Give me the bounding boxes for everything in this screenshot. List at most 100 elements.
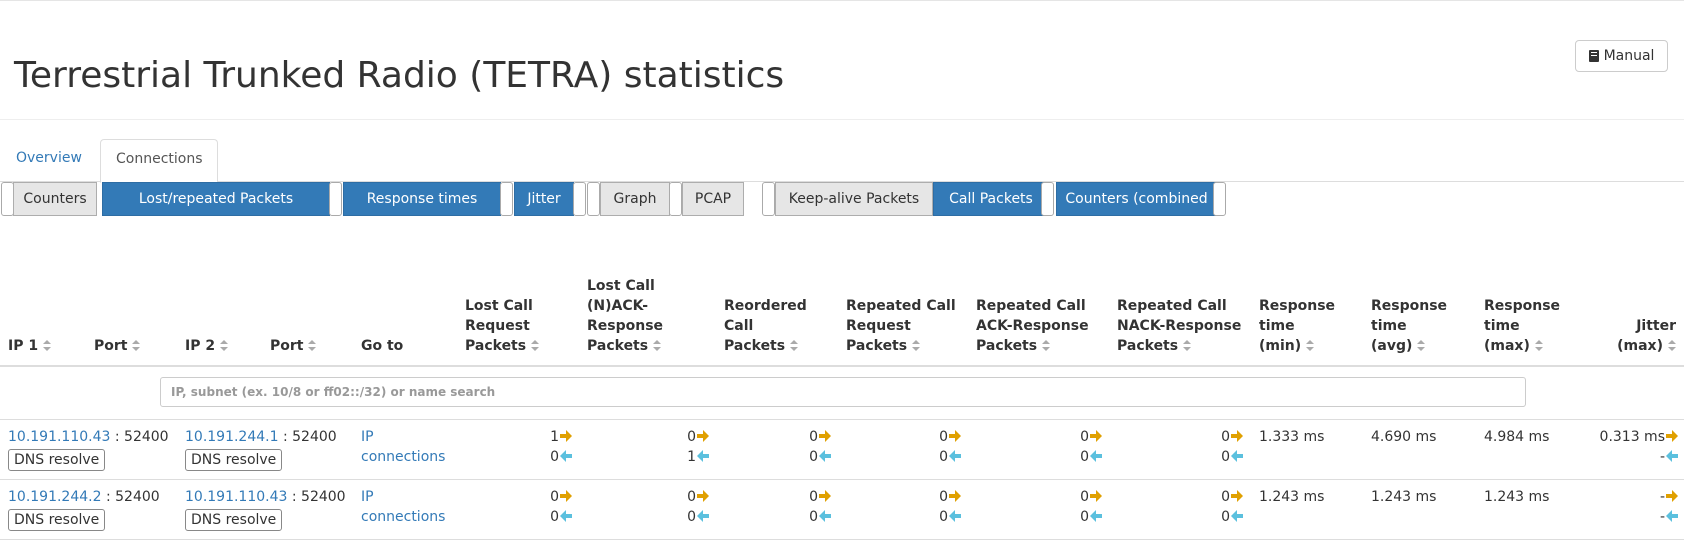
- lost-call-request-out: 0: [550, 487, 572, 507]
- col-repeated-call-nack-response[interactable]: Repeated Call NACK-Response Packets: [1117, 298, 1242, 354]
- repeated-request-in: 0: [939, 507, 961, 527]
- arrow-right-icon: [949, 490, 961, 502]
- response-time-max: 4.984 ms: [1484, 429, 1550, 445]
- response-time-min: 1.243 ms: [1259, 489, 1325, 505]
- reordered-in: 0: [809, 447, 831, 467]
- dns-resolve-button[interactable]: DNS resolve: [185, 449, 283, 471]
- reordered-in: 0: [809, 507, 831, 527]
- book-icon: [1588, 50, 1599, 62]
- arrow-right-icon: [1090, 430, 1102, 442]
- toggle-response-times[interactable]: Response times: [343, 182, 501, 216]
- ip-search-input[interactable]: [160, 377, 1526, 407]
- sort-icon: [1668, 340, 1676, 352]
- port2-value: : 52400: [282, 429, 337, 445]
- response-times-checkbox[interactable]: [500, 182, 513, 216]
- lost-repeated-checkbox[interactable]: [329, 182, 342, 216]
- graph-checkbox[interactable]: [587, 182, 600, 216]
- dns-resolve-button[interactable]: DNS resolve: [8, 509, 106, 531]
- dns-resolve-button[interactable]: DNS resolve: [185, 509, 283, 531]
- arrow-right-icon: [697, 430, 709, 442]
- col-jitter-max[interactable]: Jitter (max): [1617, 318, 1676, 354]
- ip1-link[interactable]: 10.191.244.2: [8, 489, 102, 505]
- lost-call-ack-in: 0: [687, 507, 709, 527]
- top-border: [0, 0, 1684, 1]
- arrow-left-icon: [560, 450, 572, 462]
- toggle-keep-alive-packets[interactable]: Keep-alive Packets: [775, 182, 933, 216]
- pcap-checkbox[interactable]: [669, 182, 682, 216]
- toggle-jitter[interactable]: Jitter: [514, 182, 574, 216]
- col-response-time-min[interactable]: Response time (min): [1259, 298, 1336, 354]
- response-time-avg: 1.243 ms: [1371, 489, 1437, 505]
- arrow-left-icon: [819, 510, 831, 522]
- toggle-counters-combined[interactable]: Counters (combined: [1056, 182, 1217, 216]
- repeated-ack-in: 0: [1080, 507, 1102, 527]
- tab-connections[interactable]: Connections: [100, 139, 218, 183]
- call-packets-checkbox[interactable]: [1041, 182, 1054, 216]
- sort-icon: [1306, 340, 1315, 352]
- sort-icon: [1534, 340, 1543, 352]
- col-response-time-max[interactable]: Response time (max): [1484, 298, 1561, 354]
- toggle-call-packets[interactable]: Call Packets: [933, 182, 1049, 216]
- col-reordered-call[interactable]: Reordered Call Packets: [724, 298, 807, 354]
- toggle-pcap[interactable]: PCAP: [682, 182, 744, 216]
- jitter-out: 0.313 ms: [1600, 427, 1678, 447]
- lost-call-request-out: 1: [550, 427, 572, 447]
- toggle-lost-repeated-packets[interactable]: Lost/repeated Packets: [102, 182, 330, 216]
- col-repeated-call-ack-response[interactable]: Repeated Call ACK-Response Packets: [976, 298, 1089, 354]
- ip-connections-link[interactable]: IP connections: [361, 489, 446, 525]
- table-header: IP 1 Port IP 2 Port Go to Lost Call Reque…: [0, 270, 1684, 367]
- arrow-right-icon: [1090, 490, 1102, 502]
- arrow-right-icon: [819, 490, 831, 502]
- keep-alive-checkbox[interactable]: [762, 182, 775, 216]
- repeated-nack-in: 0: [1221, 447, 1243, 467]
- tab-bar: Overview Connections: [0, 139, 1684, 183]
- col-port2[interactable]: Port: [270, 336, 317, 356]
- ip2-link[interactable]: 10.191.244.1: [185, 429, 279, 445]
- dns-resolve-button[interactable]: DNS resolve: [8, 449, 106, 471]
- filter-row: [0, 368, 1684, 420]
- col-port1[interactable]: Port: [94, 336, 141, 356]
- arrow-left-icon: [560, 510, 572, 522]
- table-row: 10.191.244.2 : 52400 DNS resolve 10.191.…: [0, 480, 1684, 540]
- sort-icon: [790, 340, 799, 352]
- arrow-left-icon: [1231, 450, 1243, 462]
- jitter-out: -: [1660, 487, 1678, 507]
- col-lost-call-request[interactable]: Lost Call Request Packets: [465, 296, 540, 356]
- ip1-link[interactable]: 10.191.110.43: [8, 429, 111, 445]
- tab-overview[interactable]: Overview: [16, 150, 82, 166]
- col-repeated-call-request[interactable]: Repeated Call Request Packets: [846, 298, 956, 354]
- arrow-right-icon: [1666, 430, 1678, 442]
- col-ip2[interactable]: IP 2: [185, 336, 229, 356]
- lost-call-ack-in: 1: [687, 447, 709, 467]
- repeated-ack-in: 0: [1080, 447, 1102, 467]
- sort-icon: [1183, 340, 1192, 352]
- arrow-left-icon: [949, 450, 961, 462]
- sort-icon: [132, 340, 141, 352]
- response-time-avg: 4.690 ms: [1371, 429, 1437, 445]
- sort-icon: [1042, 340, 1051, 352]
- col-lost-call-nack-response[interactable]: Lost Call (N)ACK- Response Packets: [587, 278, 664, 354]
- jitter-in: -: [1660, 507, 1678, 527]
- sort-icon: [308, 340, 317, 352]
- page-title: Terrestrial Trunked Radio (TETRA) statis…: [14, 55, 785, 96]
- repeated-ack-out: 0: [1080, 427, 1102, 447]
- col-ip1[interactable]: IP 1: [8, 336, 52, 356]
- col-response-time-avg[interactable]: Response time (avg): [1371, 298, 1448, 354]
- ip-connections-link[interactable]: IP connections: [361, 429, 446, 465]
- lost-call-request-in: 0: [550, 507, 572, 527]
- counters-combined-checkbox[interactable]: [1213, 182, 1226, 216]
- repeated-request-in: 0: [939, 447, 961, 467]
- repeated-nack-out: 0: [1221, 427, 1243, 447]
- lost-call-ack-out: 0: [687, 487, 709, 507]
- arrow-left-icon: [819, 450, 831, 462]
- toggle-graph[interactable]: Graph: [600, 182, 670, 216]
- manual-button[interactable]: Manual: [1575, 40, 1668, 72]
- arrow-left-icon: [697, 450, 709, 462]
- arrow-left-icon: [1231, 510, 1243, 522]
- arrow-left-icon: [1666, 450, 1678, 462]
- repeated-nack-in: 0: [1221, 507, 1243, 527]
- sort-icon: [653, 340, 662, 352]
- jitter-checkbox[interactable]: [573, 182, 586, 216]
- toggle-counters[interactable]: Counters: [13, 182, 97, 216]
- ip2-link[interactable]: 10.191.110.43: [185, 489, 288, 505]
